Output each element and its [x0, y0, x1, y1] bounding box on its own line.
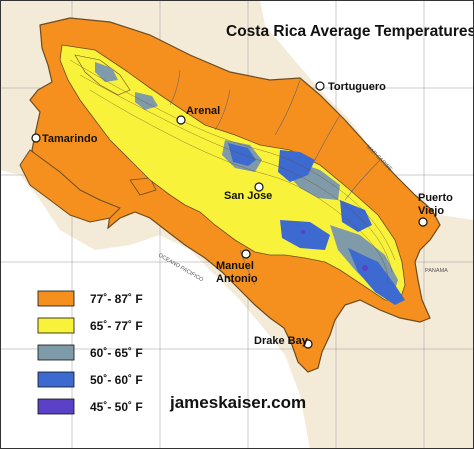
legend-label-45-50: 45˚- 50˚ F	[90, 400, 143, 414]
puerto-viejo-label-line2: Viejo	[418, 205, 444, 217]
legend-label-50-60: 50˚- 60˚ F	[90, 373, 143, 387]
tamarindo-label: Tamarindo	[42, 133, 98, 145]
drake-bay-label: Drake Bay	[254, 335, 309, 347]
nicoya-peninsula	[19, 149, 121, 223]
san-jose-marker	[254, 182, 264, 192]
mild-zone-north	[95, 62, 118, 82]
cool-zone-barva	[278, 150, 315, 182]
tamarindo-marker	[31, 133, 41, 143]
contour-lines	[69, 59, 396, 285]
arenal-marker	[176, 115, 186, 125]
place-markers	[31, 81, 428, 349]
place-labels: Tortuguero Arenal Tamarindo San Jose Pue…	[42, 81, 453, 347]
map-title: Costa Rica Average Temperatures	[226, 23, 474, 40]
rivers	[169, 69, 381, 286]
puerto-viejo-marker	[418, 217, 428, 227]
puerto-viejo-label-line1: Puerto	[418, 192, 453, 204]
legend-label-60-65: 60˚- 65˚ F	[90, 346, 143, 360]
arenal-label: Arenal	[186, 105, 220, 117]
temperature-legend: 77˚- 87˚ F 65˚- 77˚ F 60˚- 65˚ F 50˚- 60…	[37, 290, 143, 415]
legend-label-65-77: 65˚- 77˚ F	[90, 319, 143, 333]
legend-swatch-45-50	[37, 398, 75, 415]
legend-swatch-60-65	[37, 344, 75, 361]
mild-zone-volcano	[135, 92, 158, 110]
san-jose-label: San Jose	[224, 190, 272, 202]
manuel-antonio-label-line1: Manuel	[216, 260, 254, 272]
cool-zone-dota	[280, 220, 330, 250]
legend-swatch-65-77	[37, 317, 75, 334]
gulf-island	[129, 177, 157, 196]
cold-zone-peak	[301, 230, 305, 234]
legend-swatch-77-87	[37, 290, 75, 307]
legend-swatch-50-60	[37, 371, 75, 388]
tortuguero-label: Tortuguero	[328, 81, 386, 93]
cool-zone-turrialba	[340, 200, 372, 232]
manuel-antonio-label-line2: Antonio	[216, 273, 258, 285]
cold-zone-chirripo-peak	[362, 265, 368, 271]
manuel-antonio-marker	[241, 249, 251, 259]
panama-label: PANAMA	[425, 268, 448, 274]
caribbean-sea	[260, 0, 474, 220]
cool-zone-chirripo	[348, 248, 405, 305]
legend-label-77-87: 77˚- 87˚ F	[90, 292, 143, 306]
pacific-ocean	[0, 170, 310, 449]
tortuguero-marker	[315, 81, 325, 91]
drake-bay-marker	[303, 339, 313, 349]
website-credit: jameskaiser.com	[169, 393, 306, 412]
